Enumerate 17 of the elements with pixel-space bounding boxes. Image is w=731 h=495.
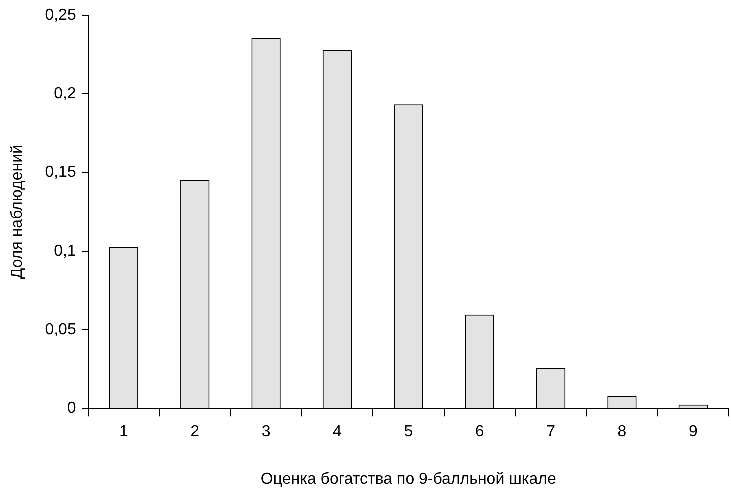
y-tick-label: 0,15 <box>45 164 76 182</box>
x-tick-label: 3 <box>262 424 271 441</box>
y-tick-label: 0,1 <box>54 242 76 260</box>
x-tick-label: 6 <box>475 424 484 441</box>
x-tick-label: 5 <box>404 424 414 441</box>
y-tick-label: 0,05 <box>45 321 76 338</box>
y-tick-label: 0 <box>67 400 76 418</box>
x-tick-label: 8 <box>618 424 627 441</box>
y-tick-label: 0,25 <box>45 7 76 24</box>
x-tick-label: 7 <box>546 424 556 441</box>
y-axis-title: Доля наблюдений <box>9 145 26 280</box>
y-tick-label: 0,2 <box>54 86 76 103</box>
x-tick-label: 1 <box>119 424 128 441</box>
x-tick-label: 4 <box>333 424 342 441</box>
x-axis-title: Оценка богатства по 9-балльной шкале <box>260 470 557 488</box>
x-tick-label: 2 <box>190 424 200 441</box>
x-tick-label: 9 <box>688 424 698 441</box>
